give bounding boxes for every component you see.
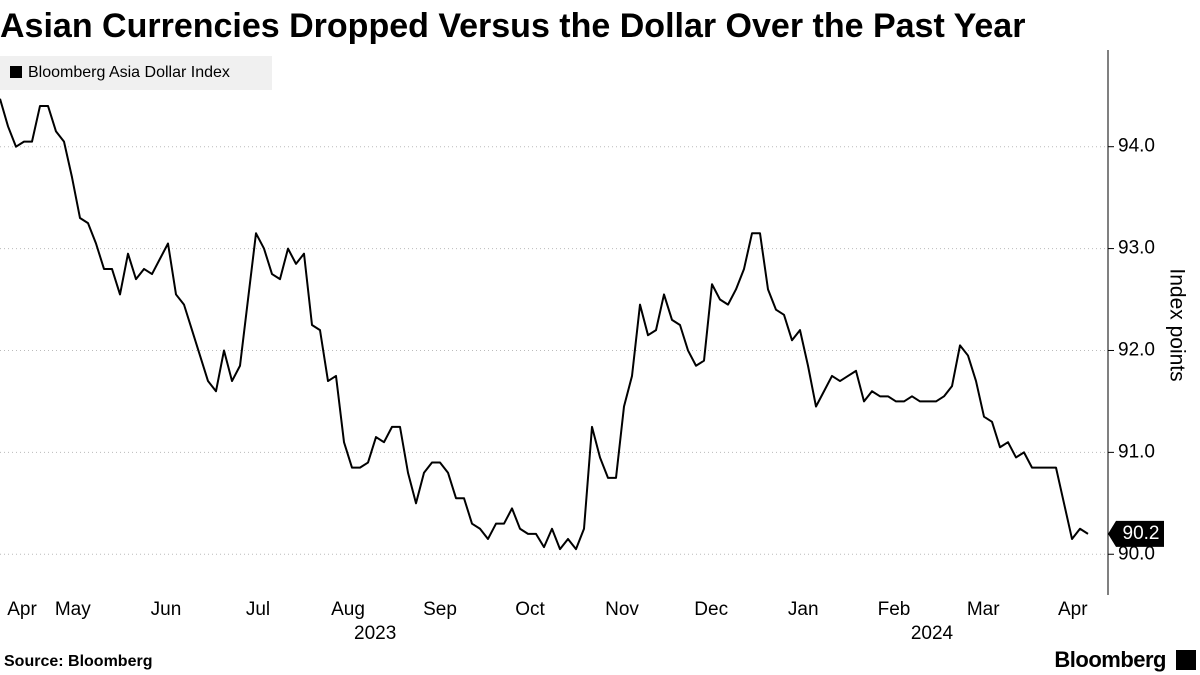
y-tick-label: 94.0 [1118, 136, 1155, 157]
legend-swatch [10, 66, 22, 78]
chart-title: Asian Currencies Dropped Versus the Doll… [0, 7, 1025, 45]
x-tick-label: Aug [331, 599, 365, 620]
x-tick-label: Jul [246, 599, 270, 620]
value-label: 90.2 [1123, 523, 1160, 544]
brand: Bloomberg [1054, 647, 1166, 672]
x-tick-label: Apr [7, 599, 37, 620]
x-tick-label: May [55, 599, 91, 620]
y-tick-label: 90.0 [1118, 543, 1155, 564]
y-axis-label: Index points [1165, 268, 1188, 381]
x-tick-label: Feb [878, 599, 911, 620]
source: Source: Bloomberg [4, 653, 152, 670]
x-tick-label: Jan [788, 599, 819, 620]
x-tick-label: Mar [967, 599, 1000, 620]
x-tick-label: Apr [1058, 599, 1088, 620]
x-tick-label: Sep [423, 599, 457, 620]
x-year-label: 2023 [354, 623, 396, 644]
value-badge [1108, 520, 1164, 547]
brand-icon [1176, 650, 1196, 670]
x-tick-label: Nov [605, 599, 639, 620]
x-tick-label: Dec [694, 599, 728, 620]
x-tick-label: Jun [151, 599, 182, 620]
y-tick-label: 92.0 [1118, 339, 1155, 360]
x-tick-label: Oct [515, 599, 545, 620]
y-tick-label: 93.0 [1118, 238, 1155, 259]
legend-box [0, 56, 272, 90]
y-tick-label: 91.0 [1118, 441, 1155, 462]
legend-label: Bloomberg Asia Dollar Index [28, 64, 230, 81]
line [0, 98, 1089, 551]
x-year-label: 2024 [911, 623, 954, 644]
